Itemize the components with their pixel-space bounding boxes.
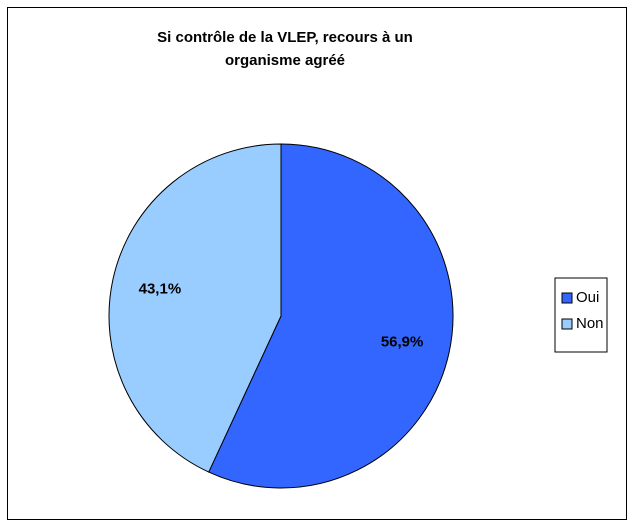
pie-slice [108, 143, 282, 473]
legend-swatch [561, 292, 573, 304]
legend-label: Oui [576, 289, 599, 306]
chart-frame [7, 7, 627, 520]
legend-swatch [561, 318, 573, 330]
legend-box [554, 277, 608, 353]
data-label: 43,1% [139, 280, 182, 297]
chart-title: Si contrôle de la VLEP, recours à un org… [157, 29, 413, 69]
legend-label: Non [576, 315, 604, 332]
pie-slice [208, 143, 454, 489]
data-label: 56,9% [381, 334, 424, 351]
